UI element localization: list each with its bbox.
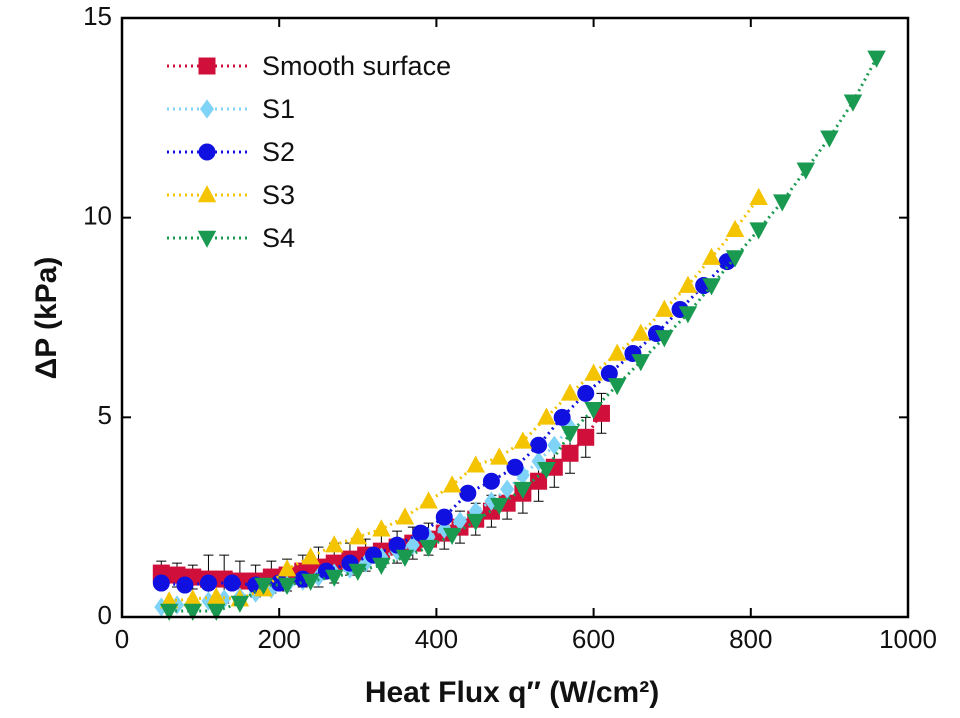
- marker: [577, 384, 595, 402]
- marker: [678, 306, 698, 324]
- series-line: [169, 196, 760, 603]
- marker: [867, 50, 886, 68]
- marker: [843, 94, 863, 112]
- legend-label: S4: [262, 223, 295, 253]
- marker: [223, 574, 241, 592]
- marker: [749, 222, 768, 240]
- legend-marker: [197, 185, 217, 203]
- plot-frame: [120, 16, 910, 619]
- marker: [655, 330, 674, 348]
- marker: [159, 603, 179, 621]
- marker: [490, 447, 509, 465]
- marker: [442, 475, 462, 493]
- marker: [820, 130, 839, 148]
- marker: [631, 323, 650, 341]
- marker: [348, 527, 368, 545]
- marker: [301, 573, 320, 591]
- x-tick-label: 800: [729, 624, 772, 654]
- marker: [702, 278, 721, 296]
- marker: [277, 577, 297, 595]
- marker: [584, 402, 603, 420]
- marker: [513, 481, 533, 500]
- marker: [324, 569, 344, 587]
- marker: [419, 539, 438, 557]
- marker: [466, 513, 485, 532]
- marker: [530, 436, 548, 454]
- x-tick-label: 200: [258, 624, 301, 654]
- marker: [655, 299, 674, 317]
- marker: [530, 472, 548, 490]
- marker: [490, 497, 509, 516]
- marker: [435, 508, 453, 526]
- marker: [301, 547, 320, 565]
- y-tick-label: 15: [83, 1, 112, 31]
- marker: [395, 549, 415, 567]
- marker: [537, 461, 556, 480]
- marker: [388, 536, 406, 554]
- marker: [372, 519, 391, 537]
- marker: [702, 247, 721, 265]
- legend-marker: [198, 57, 216, 75]
- marker: [678, 275, 698, 293]
- marker: [412, 524, 430, 542]
- marker: [348, 563, 368, 581]
- marker: [207, 603, 226, 621]
- marker: [560, 426, 580, 444]
- marker: [547, 435, 562, 455]
- marker: [372, 557, 391, 575]
- marker: [796, 162, 816, 180]
- marker: [513, 431, 533, 449]
- marker: [577, 428, 595, 446]
- marker: [607, 343, 627, 361]
- marker: [553, 408, 571, 426]
- x-tick-label: 1000: [879, 624, 937, 654]
- x-axis-label: Heat Flux q″ (W/cm²): [365, 676, 659, 709]
- marker: [176, 576, 194, 594]
- y-tick-label: 0: [98, 600, 112, 630]
- legend-label: S2: [262, 137, 295, 167]
- legend-label: S3: [262, 180, 295, 210]
- y-tick-label: 5: [98, 400, 112, 430]
- marker: [561, 444, 579, 462]
- marker: [506, 458, 524, 476]
- y-axis-label: ΔP (kPa): [30, 257, 63, 380]
- legend-label: S1: [262, 94, 295, 124]
- marker: [482, 472, 500, 490]
- marker: [254, 577, 273, 595]
- marker: [773, 194, 792, 212]
- marker: [725, 219, 745, 237]
- marker: [442, 527, 462, 545]
- marker: [419, 491, 438, 509]
- marker: [324, 535, 344, 553]
- legend-label: Smooth surface: [262, 51, 451, 81]
- marker: [152, 574, 170, 592]
- legend-marker: [199, 99, 215, 119]
- x-tick-label: 0: [115, 624, 129, 654]
- marker: [631, 354, 650, 372]
- marker: [277, 559, 297, 577]
- marker: [230, 595, 250, 613]
- marker: [395, 507, 415, 525]
- marker: [183, 603, 202, 621]
- legend-marker: [197, 230, 217, 248]
- x-tick-label: 600: [572, 624, 615, 654]
- marker: [725, 250, 745, 268]
- marker: [560, 383, 580, 401]
- marker: [584, 363, 603, 381]
- marker: [749, 187, 768, 205]
- marker: [405, 535, 420, 555]
- x-tick-label: 400: [415, 624, 458, 654]
- marker: [537, 407, 556, 425]
- marker: [607, 378, 627, 396]
- legend-marker: [198, 143, 216, 161]
- marker: [466, 455, 485, 473]
- marker: [199, 574, 217, 592]
- marker: [600, 364, 618, 382]
- marker: [459, 484, 477, 502]
- y-tick-label: 10: [83, 201, 112, 231]
